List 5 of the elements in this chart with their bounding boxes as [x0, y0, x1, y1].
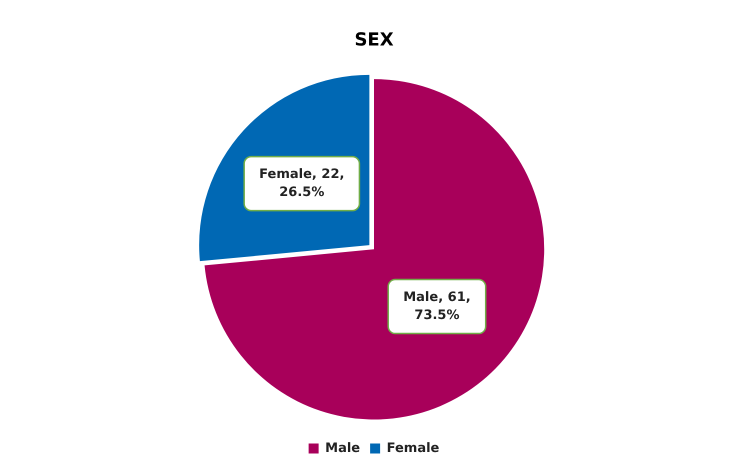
chart-title: SEX — [354, 29, 394, 50]
data-label: Male, 61, 73.5% — [403, 290, 471, 323]
legend-label: Male — [325, 440, 360, 456]
data-label: Female, 22, 26.5% — [259, 167, 344, 200]
legend-label: Female — [386, 440, 440, 456]
